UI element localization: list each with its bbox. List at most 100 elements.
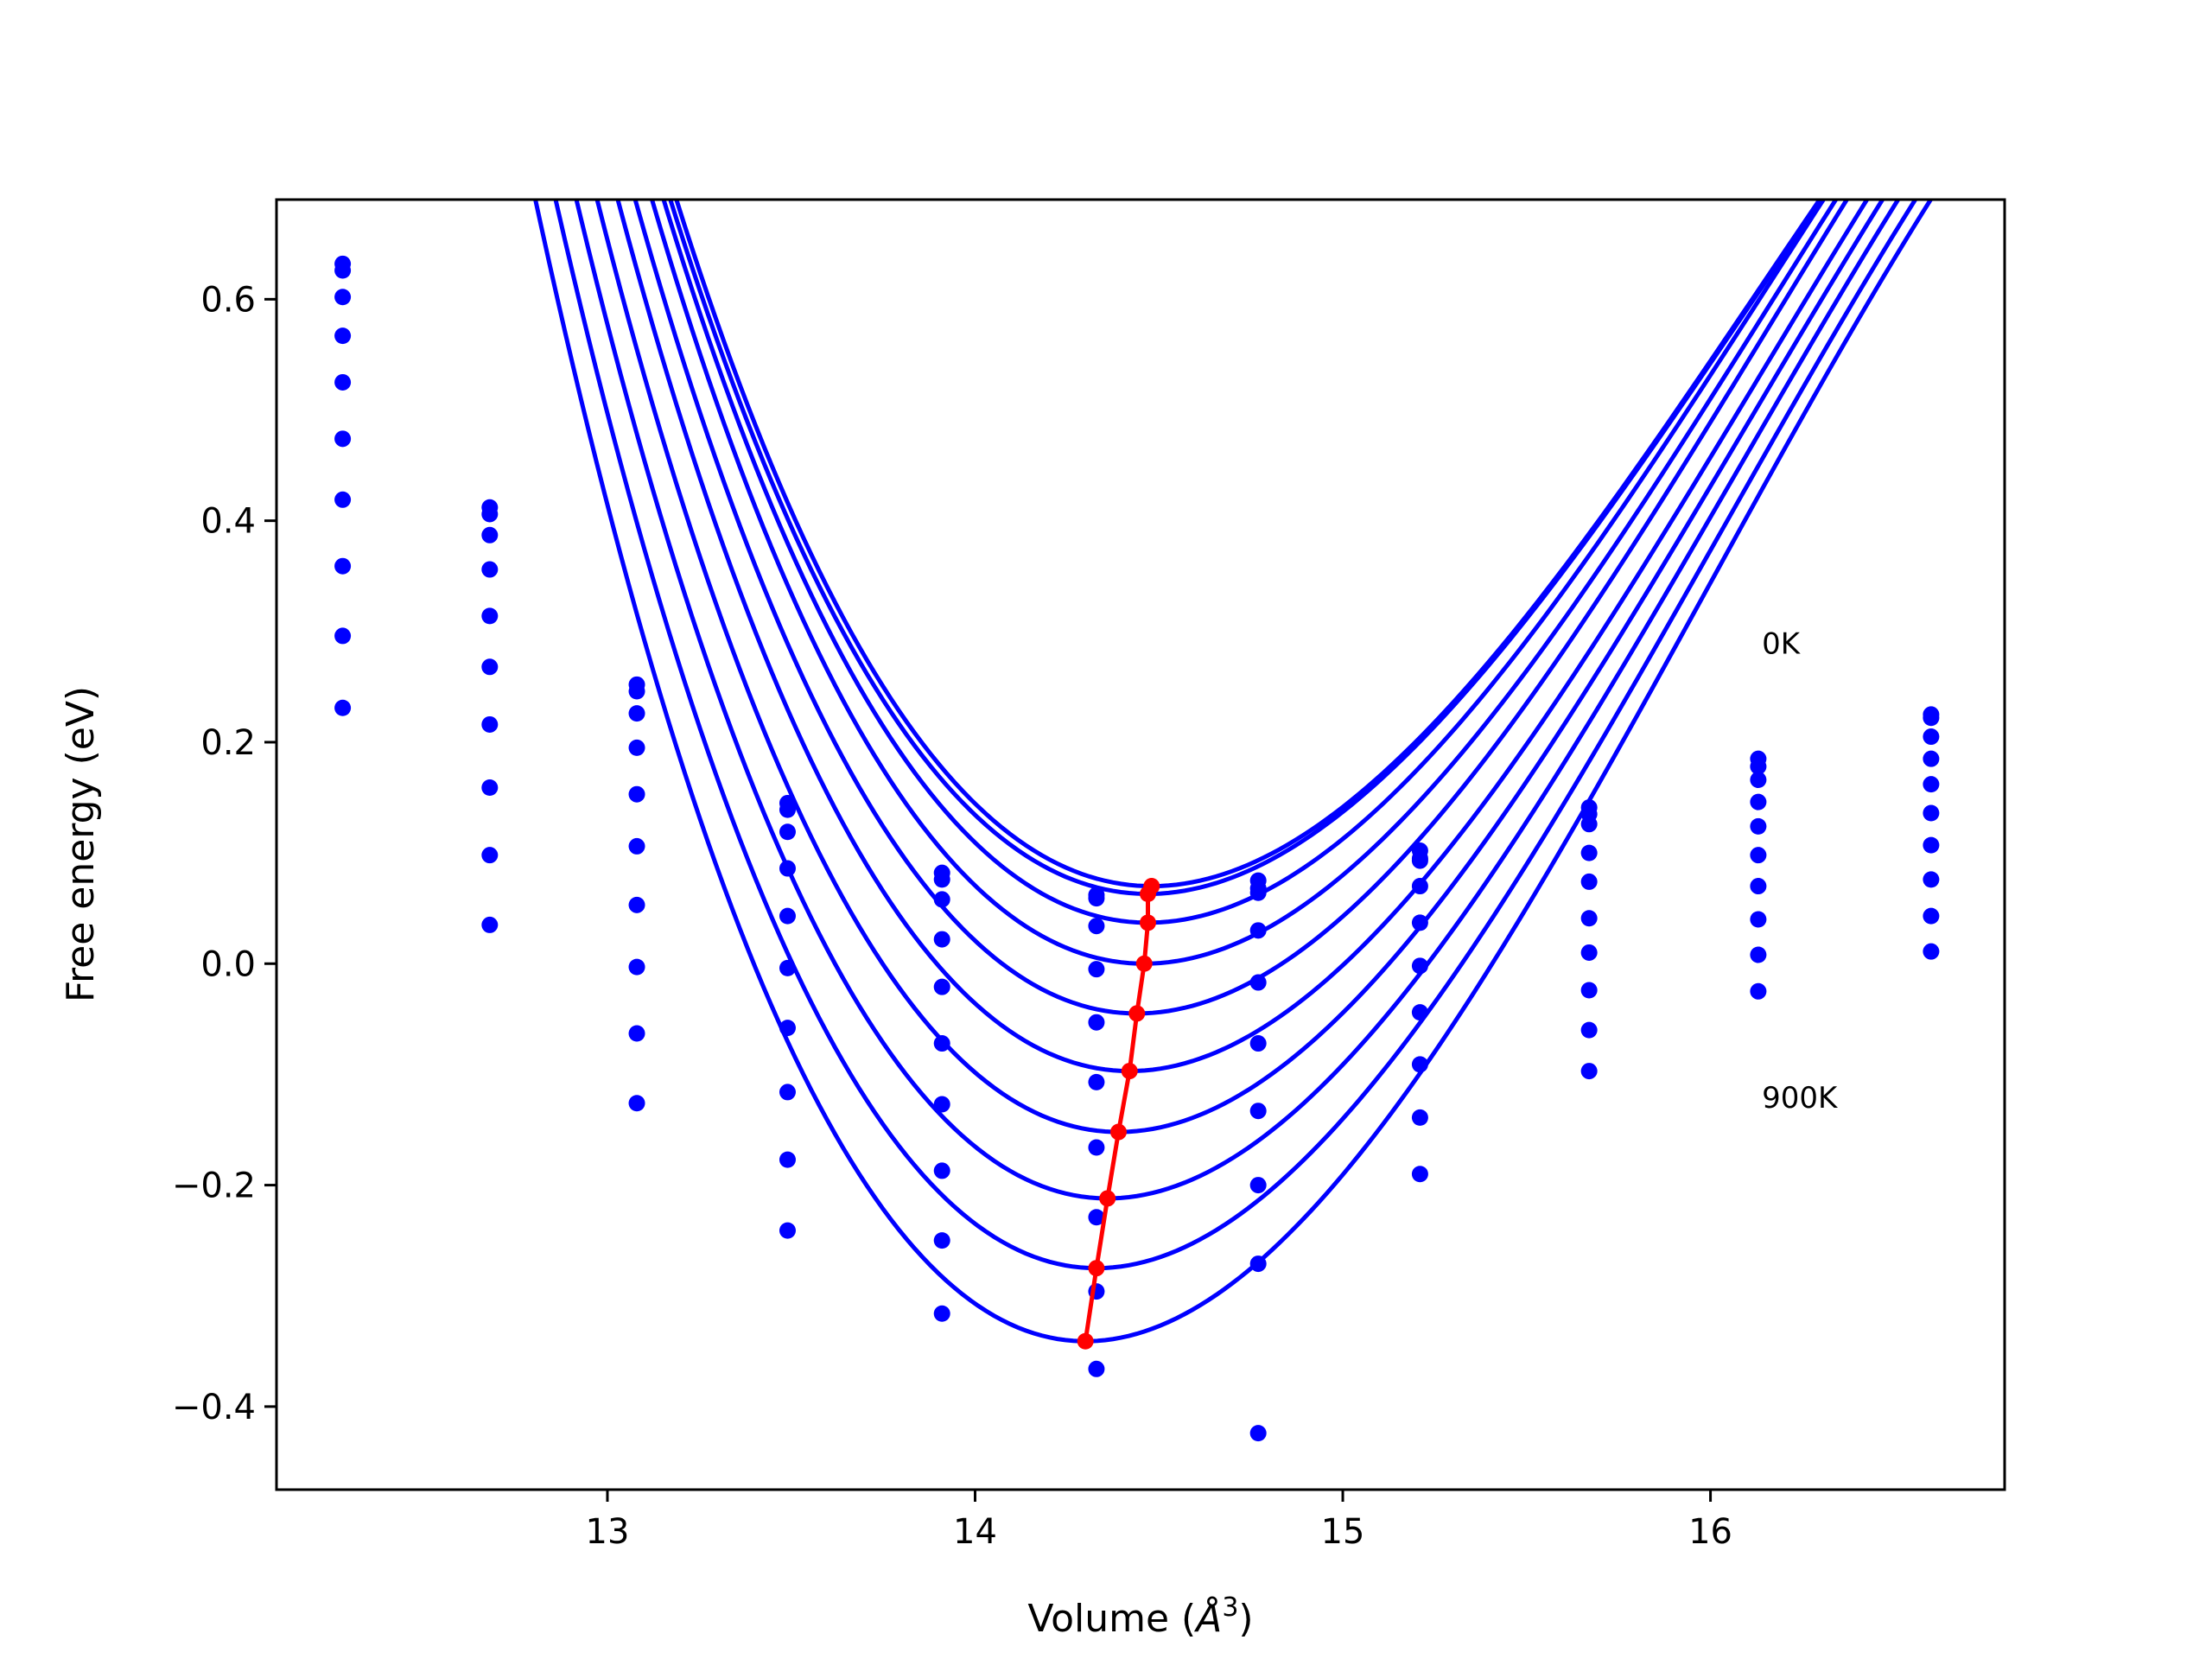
data-point — [1411, 1056, 1428, 1073]
fit-curve-1 — [668, 200, 1824, 897]
data-point — [1249, 922, 1267, 939]
data-point — [1923, 728, 1940, 746]
data-point — [1088, 1139, 1105, 1156]
data-point — [481, 561, 499, 578]
y-tick-label: −0.4 — [172, 1388, 256, 1427]
data-point — [334, 373, 352, 391]
data-point — [1580, 816, 1598, 833]
data-point — [334, 699, 352, 716]
data-point — [1580, 844, 1598, 861]
data-point — [481, 847, 499, 864]
data-point — [1923, 804, 1940, 822]
minimum-point — [1135, 955, 1153, 972]
data-point — [334, 430, 352, 448]
data-point — [933, 1096, 950, 1113]
y-tick-label: 0.4 — [200, 502, 256, 542]
data-point — [481, 526, 499, 543]
minimum-point — [1121, 1063, 1138, 1080]
x-axis-title-exp: 3 — [1222, 1592, 1238, 1623]
data-point — [779, 860, 796, 877]
data-point — [1249, 974, 1267, 991]
data-point — [779, 959, 796, 976]
data-point — [1411, 878, 1428, 895]
data-point — [933, 871, 950, 888]
data-point — [933, 978, 950, 995]
data-point — [1411, 1109, 1428, 1126]
data-point — [1750, 758, 1767, 775]
data-point — [1580, 982, 1598, 999]
data-point — [933, 1305, 950, 1322]
annotations: 0K 900K — [1762, 626, 1839, 1115]
data-point — [628, 739, 645, 756]
data-point — [628, 683, 645, 700]
minimum-line — [1083, 885, 1154, 1342]
y-tick-label: 0.2 — [200, 723, 256, 763]
x-axis-title-main: Volume ( — [1027, 1597, 1196, 1641]
data-point — [1580, 1063, 1598, 1080]
minimum-point — [1099, 1190, 1116, 1207]
minimum-point — [1128, 1005, 1146, 1022]
data-point — [628, 837, 645, 855]
temperature-label: 900K — [1762, 1081, 1839, 1116]
data-point — [1580, 910, 1598, 927]
data-point — [1580, 1021, 1598, 1039]
data-point — [1750, 772, 1767, 789]
data-point — [1750, 982, 1767, 1000]
minimum-point — [1140, 886, 1157, 903]
data-point — [779, 1084, 796, 1101]
fit-curve-9 — [533, 200, 1934, 1344]
fit-curve-6 — [594, 200, 1885, 1135]
data-point — [933, 931, 950, 948]
data-point — [1750, 946, 1767, 963]
data-point — [481, 607, 499, 625]
fit-curve-2 — [661, 200, 1827, 925]
data-point — [334, 262, 352, 279]
axes-frame — [275, 198, 2006, 1491]
data-point — [334, 327, 352, 345]
data-point — [481, 715, 499, 733]
data-point — [1923, 943, 1940, 960]
data-point — [1923, 871, 1940, 888]
plot-area — [334, 200, 1940, 1442]
data-point — [1580, 944, 1598, 961]
data-point — [779, 823, 796, 841]
data-point — [1088, 961, 1105, 978]
data-point — [1411, 852, 1428, 869]
data-point — [1750, 911, 1767, 928]
data-point — [1088, 1014, 1105, 1031]
data-point — [628, 1095, 645, 1112]
data-point — [481, 779, 499, 797]
data-point — [481, 658, 499, 676]
data-point — [481, 916, 499, 933]
data-point — [1249, 1255, 1267, 1273]
data-point — [628, 896, 645, 913]
y-tick-label: 0.0 — [200, 944, 256, 984]
data-point — [1249, 1425, 1267, 1442]
temperature-label: 0K — [1762, 626, 1802, 661]
data-point — [1750, 817, 1767, 835]
data-point — [334, 491, 352, 508]
data-point — [779, 1222, 796, 1239]
data-point — [334, 557, 352, 575]
fit-curve-7 — [574, 200, 1901, 1201]
data-point — [1750, 878, 1767, 895]
data-point — [1088, 890, 1105, 907]
data-point — [1088, 1360, 1105, 1377]
data-point — [779, 907, 796, 925]
fit-curve-8 — [553, 200, 1918, 1271]
data-point — [1411, 1004, 1428, 1021]
data-point — [628, 958, 645, 976]
data-point — [1750, 793, 1767, 810]
data-point — [933, 1162, 950, 1179]
data-point — [933, 1232, 950, 1249]
x-tick-label: 13 — [586, 1512, 630, 1552]
data-point — [1249, 1103, 1267, 1120]
data-point — [628, 1025, 645, 1042]
axis-ticks: 13 14 15 16 −0.4 −0.2 0.0 0.2 0.4 0.6 — [172, 280, 1732, 1552]
data-point — [1923, 776, 1940, 793]
x-tick-label: 16 — [1688, 1512, 1732, 1552]
data-point — [779, 801, 796, 818]
minimum-point — [1077, 1332, 1094, 1350]
